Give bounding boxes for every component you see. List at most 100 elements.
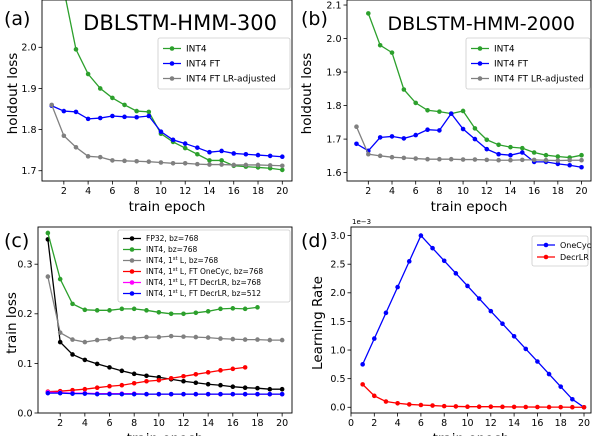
- data-point: [453, 271, 459, 276]
- data-point: [218, 391, 223, 397]
- data-point: [122, 158, 127, 164]
- data-point: [85, 154, 91, 159]
- y-axis-label: holdout loss: [299, 53, 315, 135]
- data-point: [354, 141, 359, 147]
- y-tick-label: 1.8: [326, 101, 341, 112]
- x-tick-label: 2: [365, 186, 371, 197]
- data-point: [195, 151, 200, 157]
- data-point: [255, 385, 260, 391]
- x-axis-label: train epoch: [127, 431, 204, 436]
- data-point: [425, 156, 430, 162]
- data-point: [496, 157, 501, 163]
- y-tick-label: 1.9: [21, 84, 36, 95]
- data-point: [57, 339, 63, 345]
- data-point: [401, 136, 407, 141]
- data-point: [70, 301, 75, 307]
- data-point: [543, 152, 549, 158]
- data-point: [144, 378, 149, 384]
- data-point: [195, 145, 200, 150]
- legend-swatch-marker: [543, 254, 549, 260]
- data-point: [218, 382, 223, 388]
- x-tick-label: 2: [371, 418, 377, 429]
- data-point: [70, 352, 75, 357]
- data-point: [219, 148, 224, 154]
- data-point: [418, 233, 424, 238]
- data-point: [267, 153, 273, 159]
- data-point: [500, 321, 505, 327]
- x-tick-label: 10: [461, 418, 473, 429]
- data-point: [70, 337, 75, 342]
- data-point: [193, 391, 199, 397]
- data-point: [57, 276, 63, 282]
- data-point: [134, 114, 139, 120]
- data-point: [555, 161, 561, 167]
- y-tick-label: 1.8: [21, 125, 36, 136]
- axes-frame: [350, 226, 592, 414]
- data-point: [279, 163, 285, 169]
- data-point: [134, 108, 139, 114]
- data-point: [144, 334, 149, 340]
- y-tick-label: 2.5: [330, 260, 345, 271]
- x-tick-label: 4: [82, 418, 88, 429]
- legend-entry: INT4, 1st L, FT DecrLR, bz=512: [146, 289, 261, 298]
- data-point: [181, 391, 186, 397]
- x-tick-label: 14: [508, 418, 520, 429]
- data-point: [73, 109, 79, 115]
- y-axis-label: holdout loss: [5, 53, 21, 135]
- data-point: [168, 311, 174, 317]
- x-tick-label: 18: [552, 186, 564, 197]
- data-point: [94, 337, 100, 343]
- data-point: [195, 161, 200, 167]
- legend: INT4 INT4 FT INT4 FT LR-adjusted: [465, 37, 591, 90]
- scale-note: 1e−3: [352, 218, 371, 226]
- x-axis-label: train epoch: [431, 199, 508, 215]
- data-point: [168, 391, 174, 397]
- y-tick-label: 2.0: [330, 288, 345, 299]
- x-tick-label: 20: [276, 418, 288, 429]
- data-point: [119, 391, 125, 397]
- data-point: [535, 404, 540, 410]
- data-point: [146, 113, 152, 119]
- data-point: [267, 163, 273, 168]
- data-point: [255, 337, 260, 342]
- x-tick-label: 14: [504, 186, 516, 197]
- data-point: [182, 145, 188, 151]
- data-point: [205, 381, 211, 387]
- x-axis-label: train epoch: [433, 431, 510, 436]
- x-tick-label: 10: [155, 186, 167, 197]
- data-point: [230, 384, 236, 390]
- data-point: [131, 371, 137, 377]
- data-point: [453, 404, 459, 409]
- legend-swatch-marker: [129, 247, 135, 252]
- x-tick-label: 12: [481, 186, 493, 197]
- data-point: [448, 156, 454, 162]
- data-point: [242, 385, 248, 391]
- x-tick-label: 20: [276, 186, 288, 197]
- data-point: [520, 150, 525, 155]
- data-point: [448, 111, 454, 116]
- data-point: [94, 391, 100, 397]
- data-point: [579, 157, 584, 163]
- data-point: [437, 128, 442, 133]
- legend-swatch-marker: [477, 46, 483, 51]
- x-tick-label: 12: [485, 418, 497, 429]
- y-tick-label: 2.0: [21, 43, 36, 54]
- data-point: [243, 151, 249, 157]
- data-point: [131, 391, 137, 397]
- data-point: [230, 366, 236, 372]
- data-point: [45, 230, 51, 236]
- data-point: [255, 391, 260, 397]
- data-point: [437, 156, 442, 162]
- y-tick-label: 2.1: [326, 0, 341, 11]
- chart-title: DBLSTM-HMM-2000: [388, 13, 575, 35]
- data-point: [131, 306, 137, 312]
- legend-entry: INT4 FT LR-adjusted: [186, 75, 276, 85]
- x-tick-label: 14: [202, 418, 214, 429]
- y-tick-label: 1.7: [21, 166, 36, 177]
- data-point: [45, 390, 51, 396]
- legend-swatch-marker: [543, 242, 549, 248]
- data-point: [558, 384, 564, 389]
- panel-label: (a): [4, 8, 30, 30]
- x-tick-label: 20: [578, 418, 590, 429]
- data-point: [360, 362, 365, 367]
